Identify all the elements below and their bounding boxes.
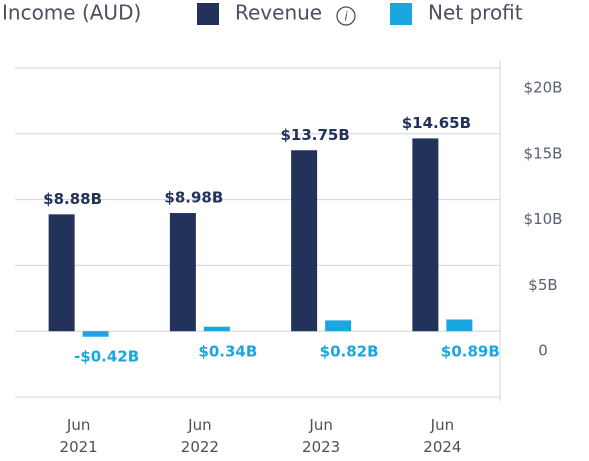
bar — [82, 331, 109, 337]
bar — [291, 150, 318, 332]
legend-swatch — [390, 3, 412, 25]
y-tick-label: $15B — [524, 144, 563, 162]
legend-label: Revenue — [235, 1, 322, 25]
value-label: $8.98B — [164, 189, 223, 207]
value-label: $0.89B — [441, 343, 500, 361]
bar — [412, 138, 439, 332]
x-tick-label: Jun 2022 — [181, 416, 219, 456]
value-label: $0.34B — [198, 343, 257, 361]
x-tick-label: Jun 2024 — [423, 416, 461, 456]
legend: Revenue Net profit i — [197, 1, 523, 26]
bar — [325, 320, 352, 332]
value-label: $0.82B — [320, 343, 379, 361]
bar — [203, 326, 230, 332]
info-icon — [336, 6, 356, 26]
bar — [48, 214, 75, 332]
legend-swatch — [197, 3, 219, 25]
y-tick-label: $10B — [524, 210, 563, 228]
bar — [169, 213, 196, 332]
bar — [446, 319, 473, 332]
value-label: $8.88B — [43, 190, 102, 208]
y-tick-label: $5B — [528, 276, 557, 294]
x-tick-label: Jun 2021 — [60, 416, 98, 456]
info-icon-glyph: i — [344, 10, 348, 24]
value-label: $14.65B — [402, 114, 471, 132]
chart-title: Income (AUD) — [2, 1, 141, 25]
x-tick-label: Jun 2023 — [302, 416, 340, 456]
y-tick-label: 0 — [538, 342, 548, 360]
value-label: -$0.42B — [74, 348, 139, 366]
value-label: $13.75B — [280, 126, 349, 144]
y-tick-label: $20B — [524, 79, 563, 97]
legend-label: Net profit — [428, 1, 523, 25]
